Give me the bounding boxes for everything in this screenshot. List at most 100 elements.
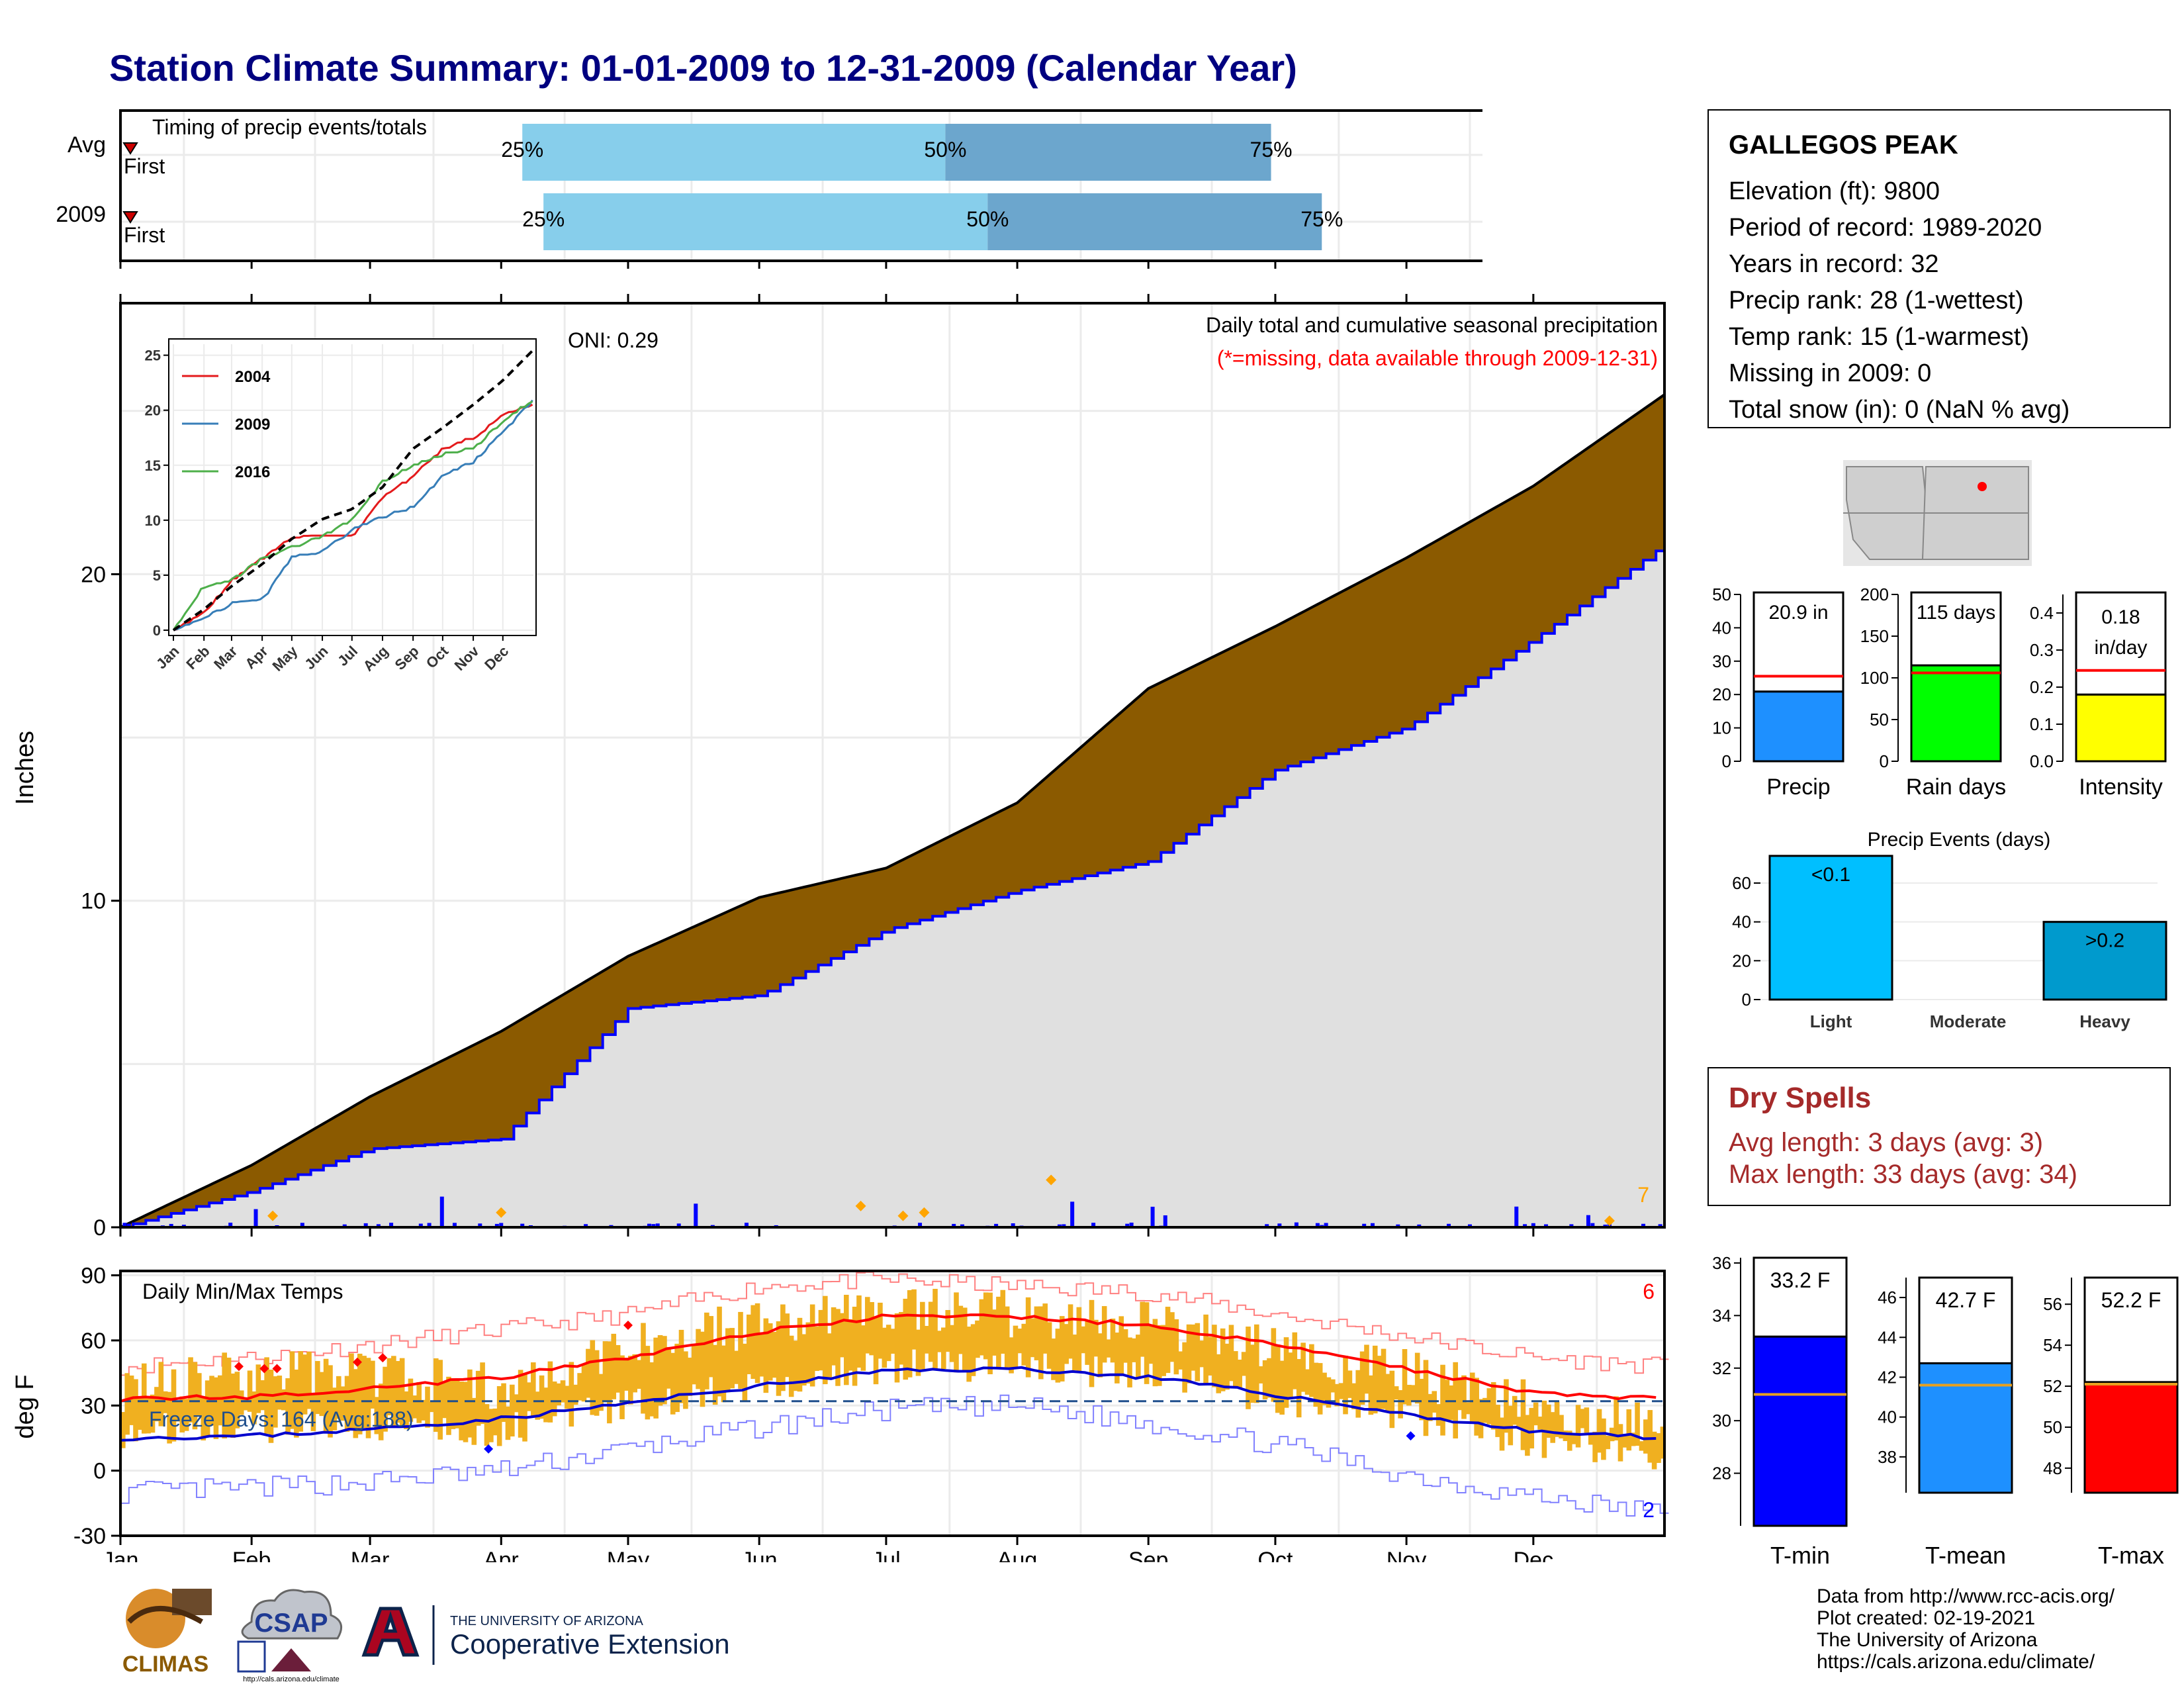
daily-temp-bar (1115, 1333, 1120, 1383)
daily-temp-bar (518, 1370, 523, 1438)
event-bar-label: >0.2 (2085, 930, 2124, 952)
location-map (1843, 460, 2032, 566)
daily-temp-bar (1499, 1417, 1505, 1451)
timing-label: Timing of precip events/totals (152, 115, 427, 139)
daily-temp-bar (1131, 1338, 1137, 1362)
daily-temp-bar (670, 1352, 676, 1415)
daily-temp-bar (814, 1326, 819, 1372)
precip-ytick: 0 (93, 1215, 106, 1241)
daily-temp-bar (437, 1360, 443, 1440)
daily-temp-bar (996, 1296, 1001, 1368)
daily-temp-bar (514, 1394, 520, 1413)
daily-temp-bar (306, 1351, 312, 1409)
daily-temp-bar (1152, 1319, 1158, 1387)
daily-temp-bar (1042, 1303, 1048, 1354)
daily-temp-bar (1614, 1396, 1619, 1440)
daily-temp-bar (133, 1379, 138, 1442)
daily-temp-bar (446, 1376, 451, 1435)
daily-temp-bar (391, 1356, 396, 1427)
daily-temp-bar (712, 1344, 718, 1405)
inset-line-2009 (173, 399, 533, 632)
daily-temp-bar (572, 1384, 578, 1405)
daily-temp-bar (1140, 1301, 1146, 1357)
daily-temp-bar (505, 1406, 511, 1440)
daily-temp-bar (205, 1380, 210, 1437)
daily-temp-bar (450, 1380, 456, 1429)
daily-temp-bar (1359, 1351, 1365, 1405)
summary-value-text: 20.9 in (1768, 602, 1828, 624)
tsum-value-text: 33.2 F (1770, 1268, 1831, 1292)
daily-temp-bar (920, 1301, 925, 1370)
daily-temp-bar (1410, 1385, 1416, 1402)
daily-precip-bar (342, 1224, 347, 1227)
events-tick: 60 (1732, 873, 1751, 893)
daily-temp-bar (683, 1351, 688, 1409)
daily-temp-bar (1377, 1356, 1382, 1409)
daily-temp-bar (1322, 1372, 1327, 1405)
daily-temp-bar (924, 1325, 930, 1354)
daily-temp-bar (1626, 1409, 1632, 1451)
daily-temp-bar (1546, 1404, 1551, 1438)
summary-tick: 50 (1712, 585, 1731, 604)
daily-temp-bar (1013, 1325, 1019, 1368)
daily-temp-bar (823, 1295, 828, 1385)
daily-temp-bar (632, 1354, 637, 1393)
summary-tick: 0 (1722, 751, 1731, 771)
daily-temp-bar (941, 1327, 946, 1370)
inset-ytick: 15 (145, 457, 161, 474)
month-label: Oct (1258, 1548, 1293, 1562)
daily-temp-bar (1030, 1318, 1035, 1358)
daily-temp-bar (1398, 1390, 1403, 1419)
summary-tick: 0.1 (2030, 714, 2054, 734)
daily-temp-bar (577, 1373, 582, 1401)
daily-temp-bar (281, 1389, 287, 1411)
summary-tick: 150 (1860, 626, 1889, 646)
event-category: Heavy (2079, 1011, 2130, 1031)
record-high-marker (378, 1353, 388, 1363)
daily-temp-bar (378, 1383, 384, 1440)
daily-temp-bar (1122, 1329, 1128, 1363)
daily-temp-bar (1186, 1324, 1192, 1383)
timing-p50: 50% (924, 138, 966, 162)
daily-temp-bar (949, 1325, 955, 1362)
daily-temp-bar (1275, 1344, 1281, 1413)
daily-temp-bar (124, 1373, 130, 1435)
precip-frame (119, 302, 1666, 1229)
month-label: Aug (997, 1548, 1038, 1562)
daily-temp-bar (222, 1352, 227, 1439)
daily-temp-bar (1085, 1321, 1090, 1365)
daily-temp-bar (302, 1354, 308, 1415)
daily-temp-bar (598, 1374, 604, 1411)
ua-line1: THE UNIVERSITY OF ARIZONA (450, 1614, 644, 1628)
summary-tick: 100 (1860, 668, 1889, 688)
daily-temp-bar (463, 1382, 469, 1442)
temp-ytick: 90 (81, 1264, 106, 1289)
daily-temp-bar (1334, 1383, 1340, 1407)
daily-temp-bar (852, 1306, 858, 1386)
summary-label: Intensity (2079, 774, 2163, 800)
daily-temp-bar (1326, 1377, 1332, 1408)
daily-temp-bar (776, 1321, 782, 1396)
inset-ytick: 20 (145, 402, 161, 419)
daily-temp-bar (1457, 1380, 1463, 1411)
record-min-line (120, 1394, 1669, 1517)
daily-temp-bar (310, 1392, 316, 1431)
tsum-tick: 52 (2043, 1376, 2062, 1396)
daily-precip-bar (1370, 1223, 1375, 1227)
timing-bar-50-75 (987, 193, 1322, 250)
daily-precip-bar (694, 1203, 698, 1227)
daily-temp-bar (183, 1399, 189, 1431)
daily-temp-bar (1207, 1336, 1213, 1376)
daily-temp-bar (1541, 1400, 1547, 1458)
daily-temp-bar (1533, 1402, 1539, 1426)
daily-temp-bar (365, 1358, 371, 1438)
daily-precip-bar (478, 1223, 482, 1227)
tsum-tick: 42 (1878, 1367, 1897, 1387)
record-low-marker (1406, 1431, 1416, 1441)
daily-temp-bar (412, 1395, 418, 1419)
daily-temp-bar (475, 1370, 481, 1426)
daily-precip-bar (228, 1223, 233, 1227)
min-count: 2 (1643, 1498, 1655, 1522)
daily-temp-bar (1469, 1372, 1475, 1422)
daily-temp-bar (645, 1346, 651, 1420)
